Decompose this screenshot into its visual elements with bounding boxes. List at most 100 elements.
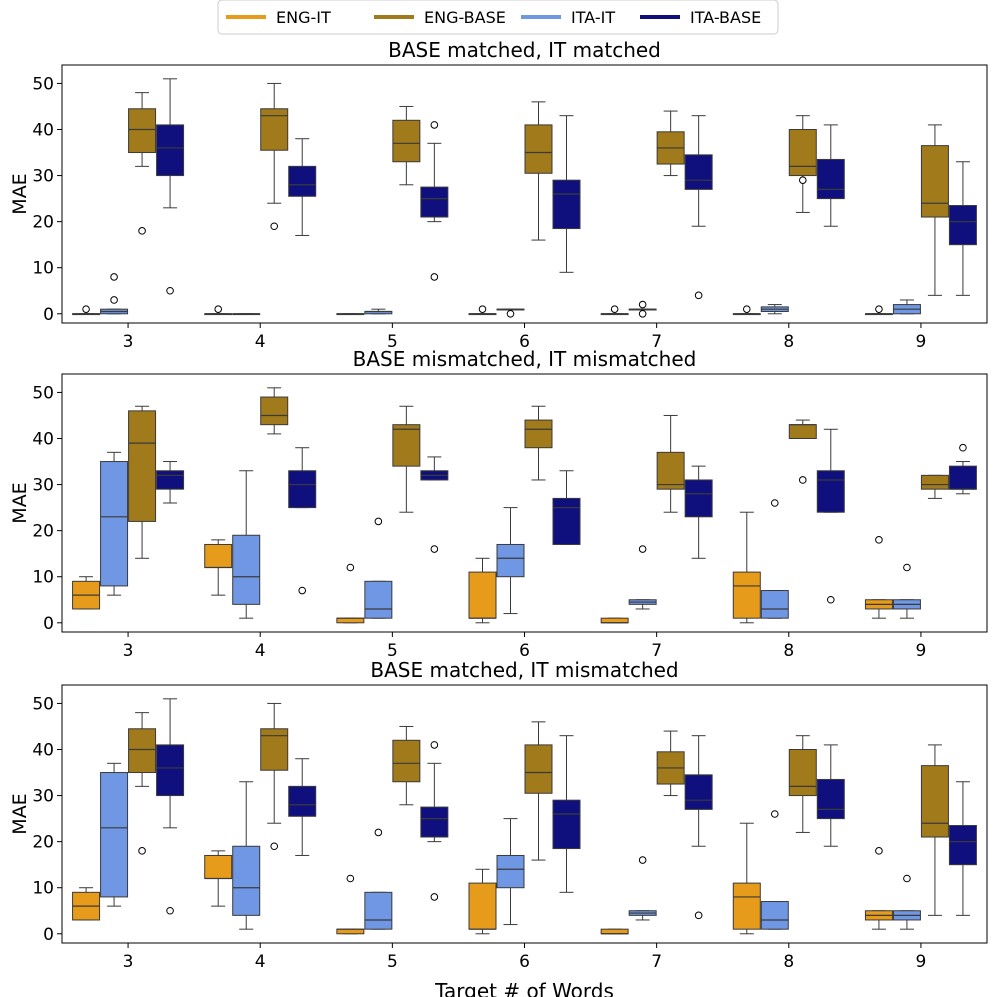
y-tick-label: 0 — [43, 614, 54, 634]
y-axis-label: MAE — [9, 173, 31, 214]
box-ita-base-5 — [420, 121, 449, 281]
box-iqr — [816, 470, 845, 513]
box-iqr — [496, 543, 525, 578]
legend-frame — [217, 0, 779, 35]
outlier-point — [430, 273, 439, 281]
box-ita-base-3 — [156, 78, 185, 295]
box-iqr — [684, 154, 713, 190]
box-eng-it-8 — [732, 511, 761, 624]
box-ita-it-7 — [628, 545, 657, 610]
box-eng-base-8 — [788, 115, 817, 213]
y-tick-label: 50 — [32, 383, 54, 403]
box-eng-base-3 — [128, 92, 157, 235]
outlier-point — [166, 286, 174, 295]
plot-frame — [61, 64, 988, 324]
y-axis-label: MAE — [9, 482, 31, 523]
plot-frame — [61, 373, 988, 633]
box-eng-it-3 — [72, 305, 101, 316]
box-eng-base-7 — [656, 730, 685, 797]
outlier-point — [959, 443, 967, 452]
box-iqr — [496, 854, 525, 889]
box-ita-base-7 — [684, 465, 713, 559]
box-eng-base-6 — [524, 721, 553, 861]
y-tick-label: 40 — [32, 121, 54, 141]
box-ita-base-6 — [552, 470, 581, 545]
box-iqr — [260, 396, 289, 426]
legend-item-eng-it: ENG-IT — [226, 8, 331, 27]
outlier-point — [798, 476, 807, 484]
box-iqr — [656, 451, 685, 490]
box-iqr — [364, 891, 393, 930]
box-eng-base-5 — [392, 105, 421, 186]
y-tick-label: 40 — [32, 430, 54, 450]
box-iqr — [948, 465, 977, 490]
box-ita-base-7 — [684, 735, 713, 920]
box-eng-base-3 — [128, 405, 157, 559]
series-ita-base — [156, 78, 977, 300]
y-tick-label: 30 — [32, 167, 54, 187]
box-iqr — [288, 785, 317, 817]
series-ita-it — [100, 762, 921, 930]
outlier-point — [214, 305, 223, 313]
panel-3: BASE matched, IT mismatched MAE 0 10 20 30 40 5… — [9, 658, 988, 997]
box-eng-base-8 — [788, 735, 817, 833]
legend-item-eng-base: ENG-BASE — [374, 8, 506, 27]
plot-frame — [61, 684, 988, 944]
box-ita-it-9 — [892, 563, 921, 619]
x-tick-label: 9 — [916, 952, 927, 972]
outlier-point — [374, 828, 383, 837]
box-iqr — [468, 882, 497, 930]
y-tick-label: 20 — [32, 213, 54, 233]
outlier-point — [875, 305, 883, 313]
series-ita-base — [156, 698, 977, 920]
box-ita-it-8 — [760, 810, 789, 930]
y-tick-label: 20 — [32, 833, 54, 853]
box-iqr — [684, 774, 713, 810]
box-eng-it-7 — [600, 928, 629, 935]
box-eng-it-4 — [204, 539, 233, 596]
box-iqr — [552, 799, 581, 850]
box-iqr — [260, 108, 289, 151]
box-ita-base-8 — [816, 428, 845, 604]
outlier-point — [82, 305, 90, 313]
box-eng-it-4 — [204, 850, 233, 907]
box-ita-base-3 — [156, 698, 185, 915]
box-ita-it-4 — [232, 470, 261, 619]
box-eng-base-7 — [656, 414, 685, 513]
series-ita-base — [156, 428, 977, 604]
outlier-point — [430, 893, 439, 901]
outlier-point — [270, 222, 279, 231]
outlier-point — [875, 536, 883, 544]
box-iqr — [524, 124, 553, 174]
x-tick-label: 4 — [255, 641, 266, 661]
box-eng-it-5 — [336, 313, 365, 316]
box-eng-base-8 — [788, 419, 817, 484]
box-eng-it-3 — [72, 887, 101, 921]
box-iqr — [524, 744, 553, 794]
box-ita-base-9 — [948, 443, 977, 495]
box-iqr — [732, 882, 761, 930]
box-iqr — [600, 617, 629, 624]
outlier-point — [694, 291, 703, 300]
box-iqr — [552, 179, 581, 230]
box-eng-it-8 — [732, 822, 761, 935]
series-eng-it — [72, 305, 893, 316]
outlier-point — [826, 595, 835, 604]
box-iqr — [948, 825, 977, 866]
outlier-point — [770, 499, 779, 507]
outlier-point — [298, 586, 307, 595]
y-tick-label: 10 — [32, 568, 54, 588]
x-tick-label: 8 — [783, 641, 794, 661]
box-ita-it-4 — [232, 313, 261, 316]
box-ita-base-9 — [948, 781, 977, 916]
outlier-point — [270, 842, 279, 851]
series-eng-it — [72, 511, 893, 624]
legend-label: ENG-BASE — [424, 8, 506, 27]
y-tick-label: 50 — [32, 74, 54, 94]
legend-item-ita-base: ITA-BASE — [640, 8, 761, 27]
box-eng-it-5 — [336, 563, 365, 624]
outlier-point — [638, 309, 647, 318]
box-iqr — [760, 901, 789, 930]
box-eng-it-6 — [468, 557, 497, 624]
outlier-point — [638, 545, 647, 553]
